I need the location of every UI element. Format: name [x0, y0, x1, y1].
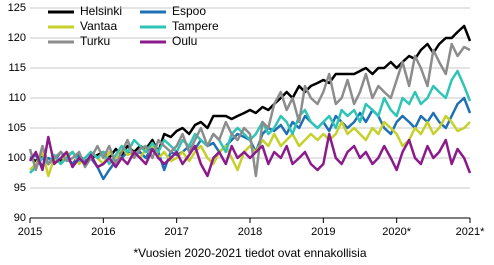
legend-label: Turku	[80, 34, 110, 48]
y-tick-label: 125	[8, 2, 26, 14]
legend-label: Tampere	[172, 19, 219, 33]
y-tick-label: 105	[8, 122, 26, 134]
series-line	[28, 42, 471, 178]
x-tick-label: 2021*	[456, 226, 485, 238]
x-tick-label: 2018	[238, 226, 262, 238]
x-tick-label: 2017	[164, 226, 188, 238]
legend-label: Vantaa	[80, 19, 117, 33]
x-tick-label: 2016	[91, 226, 115, 238]
y-tick-label: 115	[8, 62, 26, 74]
y-tick-label: 120	[8, 32, 26, 44]
x-tick-label: 2015	[18, 226, 42, 238]
y-tick-label: 110	[8, 92, 26, 104]
x-tick-label: 2020*	[382, 226, 411, 238]
series-line	[28, 132, 472, 178]
y-tick-label: 95	[14, 182, 26, 194]
y-tick-label: 90	[14, 212, 26, 224]
footnote: *Vuosien 2020-2021 tiedot ovat ennakolli…	[133, 246, 366, 260]
legend: Helsinki Espoo Vantaa Tampere Turku Oulu	[48, 4, 219, 48]
legend-label: Espoo	[172, 4, 206, 18]
y-tick-label: 100	[8, 152, 26, 164]
legend-label: Oulu	[172, 34, 197, 48]
legend-label: Helsinki	[80, 4, 122, 18]
x-tick-label: 2019	[311, 226, 335, 238]
